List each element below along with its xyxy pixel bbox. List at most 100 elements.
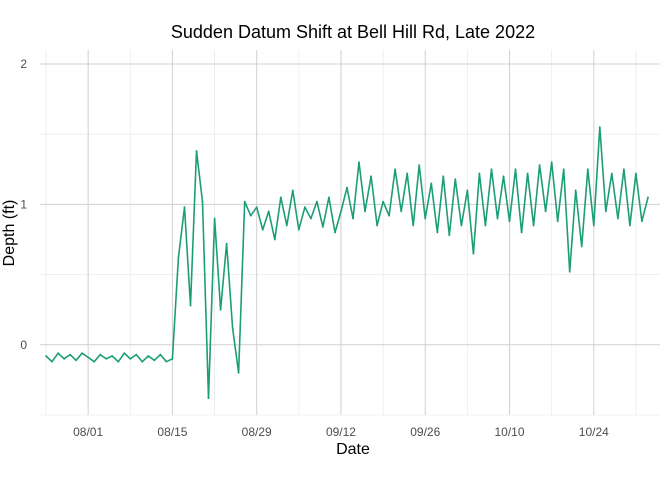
data-point <box>442 175 445 178</box>
data-point <box>532 224 535 227</box>
data-point <box>436 231 439 234</box>
data-point <box>358 161 360 164</box>
data-point <box>647 196 649 199</box>
x-tick-label: 08/15 <box>157 425 187 439</box>
data-point <box>623 168 625 171</box>
data-point <box>544 210 547 213</box>
data-point <box>430 182 433 185</box>
data-point <box>69 353 71 356</box>
data-point <box>400 210 403 213</box>
data-point <box>580 245 583 248</box>
data-point <box>610 172 613 175</box>
data-point <box>219 308 222 311</box>
y-tick-label: 0 <box>20 338 27 352</box>
data-point <box>406 172 409 175</box>
data-point <box>285 224 288 227</box>
data-point <box>334 231 336 234</box>
data-point <box>550 161 553 164</box>
data-point <box>592 224 595 227</box>
data-point <box>538 164 541 167</box>
chart-title: Sudden Datum Shift at Bell Hill Rd, Late… <box>171 22 535 42</box>
series-layer <box>45 126 649 400</box>
data-point <box>93 360 96 363</box>
data-point <box>412 224 415 227</box>
data-point <box>562 168 565 171</box>
data-point <box>328 196 330 199</box>
data-point <box>340 210 342 213</box>
x-tick-label: 10/10 <box>494 425 524 439</box>
data-point <box>255 206 258 209</box>
data-point <box>364 210 366 213</box>
data-point <box>598 126 601 129</box>
series-line <box>45 126 649 400</box>
data-point <box>183 206 186 209</box>
data-point <box>213 217 216 220</box>
data-point <box>123 352 126 355</box>
data-point <box>207 397 210 400</box>
data-point <box>508 220 511 223</box>
data-point <box>568 270 571 273</box>
data-point <box>382 200 384 203</box>
data-point <box>177 256 180 259</box>
x-tick-labels: 08/01 08/15 08/29 09/12 09/26 10/10 10/24 <box>73 425 609 439</box>
data-point <box>629 224 631 227</box>
data-point <box>316 200 318 203</box>
data-point <box>129 357 132 360</box>
data-point <box>388 214 390 217</box>
data-point <box>279 196 282 199</box>
x-axis-title: Date <box>336 441 370 458</box>
data-point <box>460 224 463 227</box>
minor-grid <box>40 50 660 416</box>
x-tick-label: 08/29 <box>242 425 272 439</box>
data-point <box>171 357 174 360</box>
data-point <box>635 172 637 175</box>
y-tick-labels: 0 1 2 <box>20 57 27 352</box>
data-point <box>291 189 294 192</box>
data-point <box>261 228 264 231</box>
data-point <box>243 200 246 203</box>
data-point <box>81 352 83 355</box>
data-point <box>75 359 77 362</box>
data-point <box>165 360 168 363</box>
data-point <box>189 304 192 307</box>
data-point <box>472 252 475 255</box>
y-tick-label: 1 <box>20 197 27 211</box>
data-point <box>87 356 90 359</box>
data-point <box>490 168 493 171</box>
data-point <box>617 217 619 220</box>
data-point <box>352 217 354 220</box>
data-point <box>520 231 523 234</box>
y-tick-label: 2 <box>20 57 27 71</box>
x-tick-label: 10/24 <box>579 425 609 439</box>
data-point <box>297 228 300 231</box>
data-point <box>159 353 162 356</box>
data-point <box>117 360 120 363</box>
data-point <box>586 168 589 171</box>
x-tick-label: 09/12 <box>326 425 356 439</box>
data-point <box>153 359 156 362</box>
data-point <box>141 360 144 363</box>
x-tick-label: 08/01 <box>73 425 103 439</box>
data-point <box>57 352 59 355</box>
data-point <box>424 217 427 220</box>
data-point <box>63 357 65 360</box>
data-point <box>484 224 487 227</box>
data-point <box>346 186 348 189</box>
data-point <box>51 360 53 363</box>
data-point <box>370 175 372 178</box>
data-point <box>273 238 276 241</box>
data-point <box>231 327 234 329</box>
y-axis-title: Depth (ft) <box>1 200 18 267</box>
data-point <box>45 355 47 357</box>
data-point <box>267 210 270 213</box>
data-point <box>195 150 198 153</box>
data-point <box>394 168 396 171</box>
data-point <box>322 226 324 228</box>
data-point <box>376 224 378 227</box>
data-point <box>105 357 108 360</box>
data-point <box>604 210 607 213</box>
data-point <box>466 189 469 192</box>
data-point <box>502 175 505 178</box>
